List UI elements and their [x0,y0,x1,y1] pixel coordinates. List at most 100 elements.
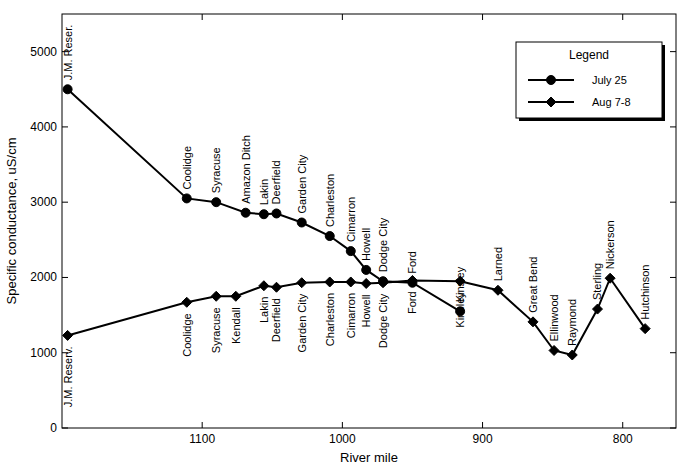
point-label: J.M. Reser. [62,25,74,81]
y-tick [670,428,676,429]
point-label: Ford [406,251,418,274]
marker [271,282,281,292]
series-line [68,89,461,311]
marker [361,278,371,288]
point-label: Kendall [230,307,242,344]
y-tick [62,428,68,429]
series-line [68,278,646,355]
y-tick-label: 1000 [30,346,57,360]
point-label: Raymond [566,299,578,346]
marker [297,218,306,227]
y-tick [670,352,676,353]
x-axis-label: River mile [340,450,398,465]
marker [640,324,650,334]
point-label: Deerfield [270,298,282,342]
chart: 0 1000 2000 3000 4000 5000 1100 1000 900 800 River… [0,0,681,471]
legend: Legend July 25 Aug 7-8 [516,42,665,121]
marker [259,210,268,219]
point-label: Deerfield [270,160,282,204]
marker [325,232,334,241]
series-group [63,85,651,360]
x-tick [342,14,343,20]
y-tick [62,126,68,127]
y-tick [62,202,68,203]
marker [272,209,281,218]
y-tick [670,51,676,52]
point-label: Coolidge [181,313,193,356]
point-label: Lakin [258,297,270,323]
point-label: Lakin [258,179,270,205]
x-tick-label: 900 [473,432,493,446]
y-tick [670,202,676,203]
marker [182,194,191,203]
marker [259,281,269,291]
point-label: Larned [492,247,504,281]
point-label: Garden City [296,154,308,213]
y-tick-label: 0 [50,421,57,435]
marker [546,97,556,107]
marker [362,265,371,274]
point-label: Kinsley [454,292,466,328]
y-tick [62,277,68,278]
x-tick [482,14,483,20]
legend-title: Legend [569,48,609,62]
point-label: Coolidge [181,146,193,189]
y-tick-label: 3000 [30,195,57,209]
marker [346,277,356,287]
marker [231,291,241,301]
point-label: J.M. Reserv. [62,346,74,407]
legend-label: Aug 7-8 [592,96,631,108]
x-tick [202,14,203,20]
point-label: Charleston [324,174,336,227]
point-label: Dodge City [377,217,389,272]
marker [241,208,250,217]
marker [212,198,221,207]
point-label: Cimarron [345,197,357,242]
point-label: Hutchinson [639,265,651,320]
legend-label: July 25 [592,74,627,86]
plot-frame [62,14,676,428]
y-tick-label: 5000 [30,45,57,59]
point-label: Howell [360,228,372,261]
point-label: Dodge City [377,293,389,348]
point-label: Ellinwood [548,294,560,341]
marker [493,285,503,295]
point-label: Syracuse [210,307,222,353]
point-label: Charleston [324,293,336,346]
marker [346,247,355,256]
marker [211,291,221,301]
x-tick [342,422,343,428]
marker [182,297,192,307]
y-tick-label: 4000 [30,120,57,134]
point-label: Great Bend [527,257,539,313]
marker [592,304,602,314]
x-tick [622,422,623,428]
point-label: Garden City [296,293,308,352]
x-tick-label: 1100 [189,432,215,446]
y-tick [670,126,676,127]
point-label: Howell [360,294,372,327]
marker [567,350,577,360]
marker [325,277,335,287]
point-label: Sterling [591,263,603,300]
y-axis-label: Specific conductance, uS/cm [4,138,19,305]
marker [297,278,307,288]
y-tick [670,277,676,278]
x-tick-label: 800 [613,432,633,446]
y-tick-label: 2000 [30,270,57,284]
x-tick-label: 1000 [329,432,356,446]
x-tick [482,422,483,428]
point-label: Amazon Ditch [240,135,252,203]
marker [378,278,388,288]
point-label: Nickerson [604,220,616,269]
x-tick [622,14,623,20]
point-label: Cimarron [345,293,357,338]
point-label: Ford [406,291,418,314]
marker [63,85,72,94]
x-tick [202,422,203,428]
point-label: Syracuse [210,147,222,193]
marker [547,76,556,85]
marker [605,273,615,283]
marker [407,275,417,285]
marker [528,317,538,327]
